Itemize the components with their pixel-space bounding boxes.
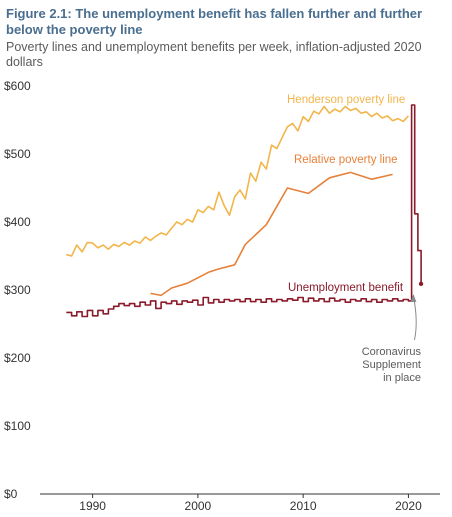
y-tick-label: $100: [4, 419, 31, 433]
series-label-1: Henderson poverty line: [287, 94, 405, 106]
series-line-1: [66, 105, 409, 257]
y-tick-label: $400: [4, 215, 31, 229]
series-label-3: Unemployment benefit: [288, 282, 404, 294]
series-end-point: [418, 281, 424, 287]
annotation-arrowhead: [410, 294, 417, 302]
series-line-3: [66, 104, 422, 318]
y-tick-label: $200: [4, 351, 31, 365]
y-tick-label: $600: [4, 79, 31, 93]
x-tick-label: 1990: [79, 499, 106, 513]
y-tick-label: $0: [4, 487, 18, 501]
chart-title: Figure 2.1: The unemployment benefit has…: [6, 6, 423, 37]
series-label-2: Relative poverty line: [294, 154, 398, 166]
chart-subtitle: Poverty lines and unemployment benefits …: [6, 40, 422, 69]
x-tick-label: 2000: [185, 499, 212, 513]
series-line-2: [150, 171, 393, 297]
y-tick-label: $500: [4, 147, 31, 161]
x-tick-label: 2010: [290, 499, 317, 513]
annotation-text-line: in place: [383, 372, 421, 384]
annotation-text-line: Supplement: [362, 359, 421, 371]
annotation-arrow: [412, 295, 417, 341]
y-tick-label: $300: [4, 283, 31, 297]
annotation-text-line: Coronavirus: [362, 346, 422, 358]
x-tick-label: 2020: [395, 499, 422, 513]
